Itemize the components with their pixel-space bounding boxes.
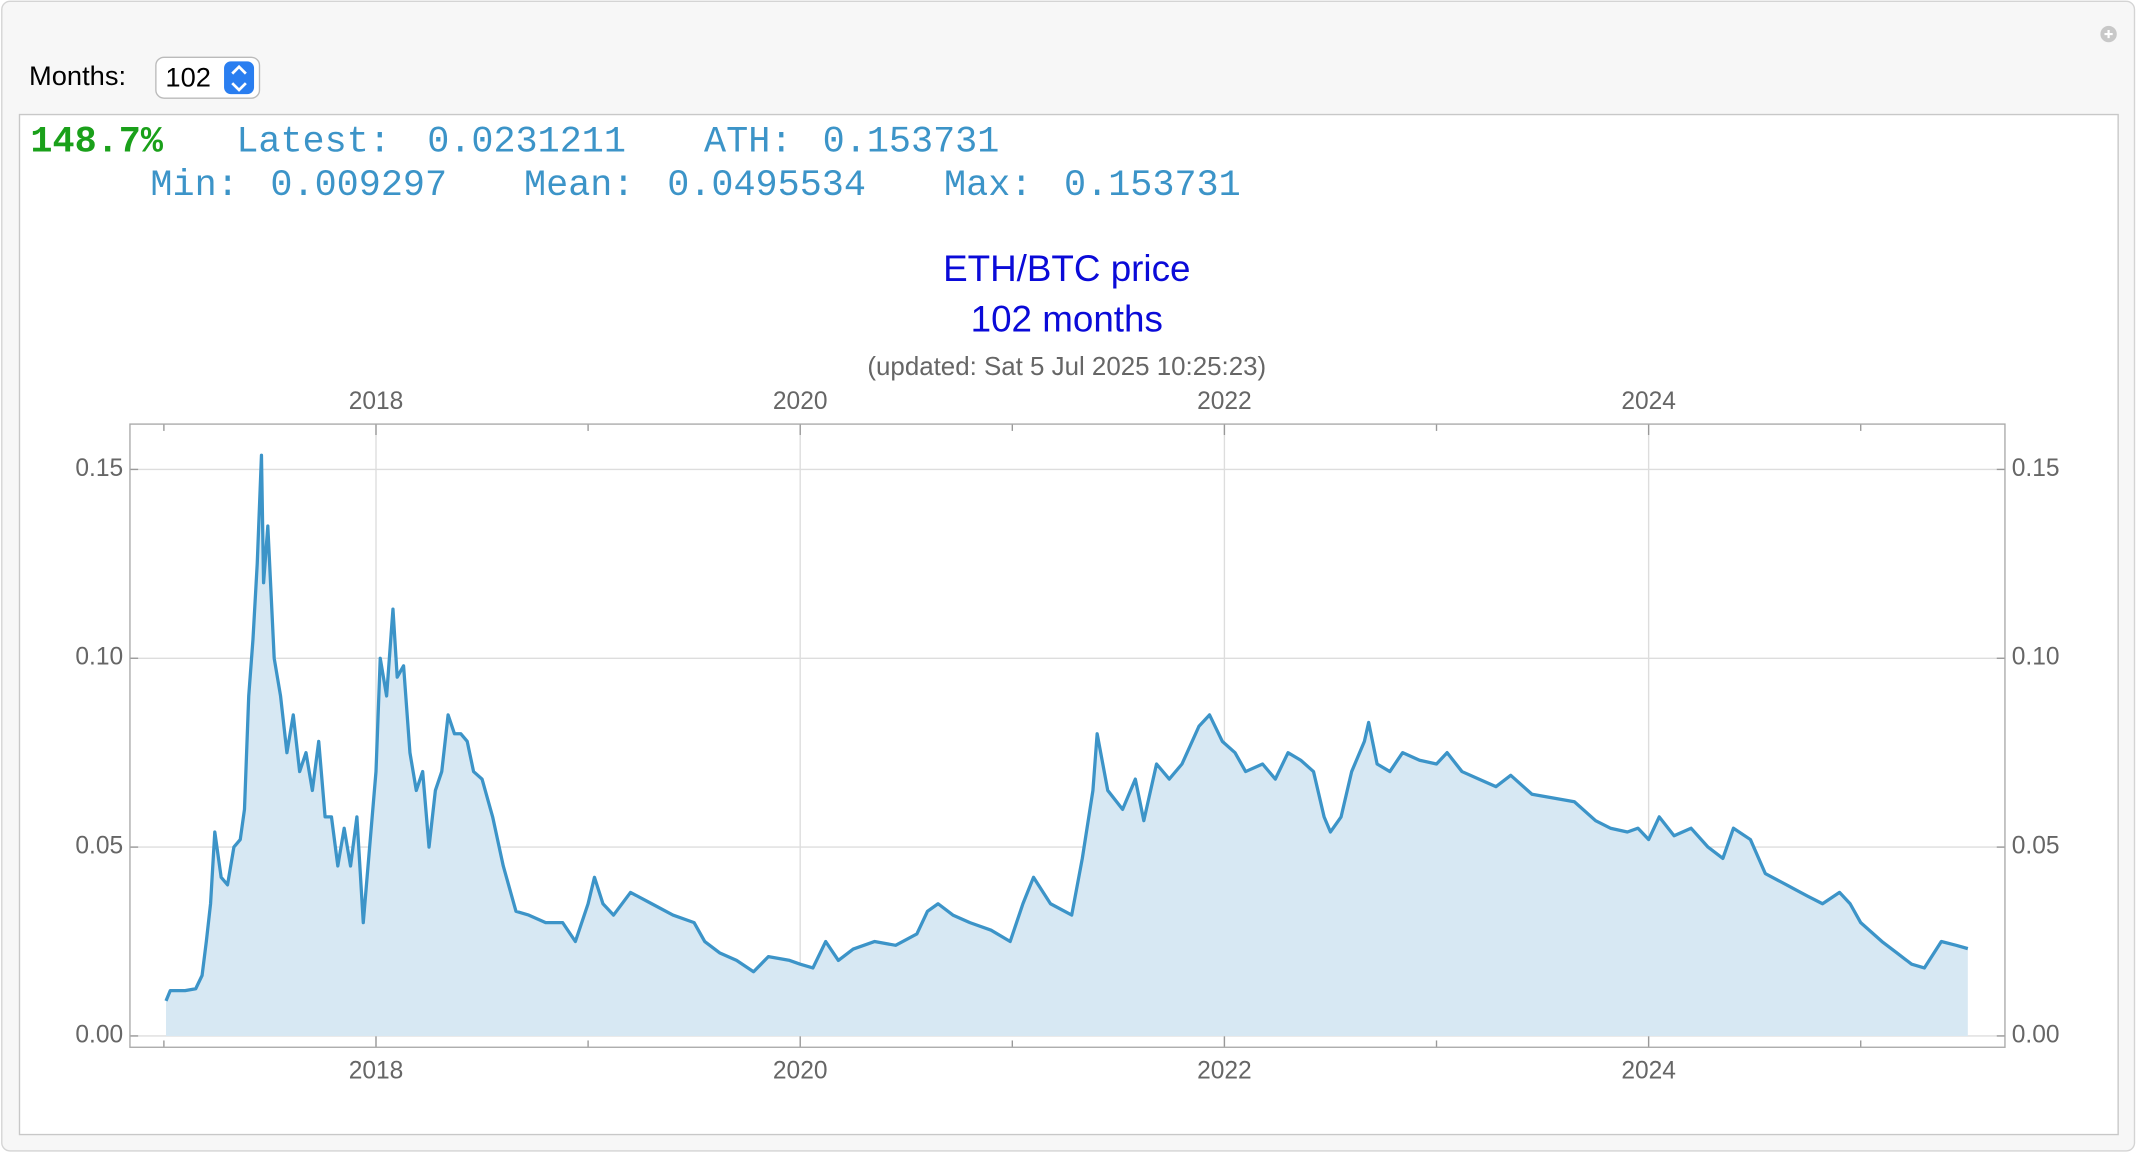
x-tick-label: 2018 (349, 1057, 404, 1084)
stat-value: 0.009297 (270, 165, 447, 207)
y2-tick-label: 0.00 (2012, 1021, 2060, 1048)
stat-label: ATH: (704, 122, 792, 164)
x-tick-label: 2022 (1197, 1057, 1252, 1084)
x2-tick-label: 2022 (1197, 388, 1252, 415)
stat-value: 0.153731 (823, 122, 1000, 164)
y2-tick-label: 0.05 (2012, 833, 2060, 860)
select-arrows (224, 61, 255, 95)
change: 148.7% (30, 122, 163, 164)
line (164, 453, 1969, 1002)
chart-subtitle: 102 months (971, 299, 1163, 340)
y-tick-label: 0.10 (75, 644, 123, 671)
months-value: 102 (165, 61, 211, 92)
x-tick-label: 2020 (773, 1057, 828, 1084)
x-tick-label: 2024 (1621, 1057, 1676, 1084)
area (166, 455, 1968, 1036)
stat-label: Latest: (236, 122, 391, 164)
stat-label: Max: (944, 165, 1032, 207)
stat-label: Mean: (524, 165, 634, 207)
x2-tick-label: 2020 (773, 388, 828, 415)
y-tick-label: 0.05 (75, 833, 123, 860)
x2-tick-label: 2018 (349, 388, 404, 415)
add-icon (2104, 29, 2113, 39)
y2-tick-label: 0.10 (2012, 644, 2060, 671)
y-tick-label: 0.00 (75, 1021, 123, 1048)
stat-value: 0.0495534 (667, 165, 866, 207)
plot: 0.00 0.00 0.05 0.05 0.10 0.10 0.15 0.15 2018 2018… (75, 388, 2059, 1085)
months-label: Months: (29, 60, 126, 91)
chart-title: ETH/BTC price (943, 248, 1190, 289)
stat-value: 0.153731 (1064, 165, 1241, 207)
chart-note: (updated: Sat 5 Jul 2025 10:25:23) (867, 353, 1266, 381)
stat-value: 0.0231211 (427, 122, 626, 164)
arrow-icon (231, 64, 247, 92)
stat-label: Min: (150, 165, 238, 207)
y-tick-label: 0.15 (75, 455, 123, 482)
x2-tick-label: 2024 (1621, 388, 1676, 415)
plot-frame (129, 423, 2006, 1048)
y2-tick-label: 0.15 (2012, 455, 2060, 482)
